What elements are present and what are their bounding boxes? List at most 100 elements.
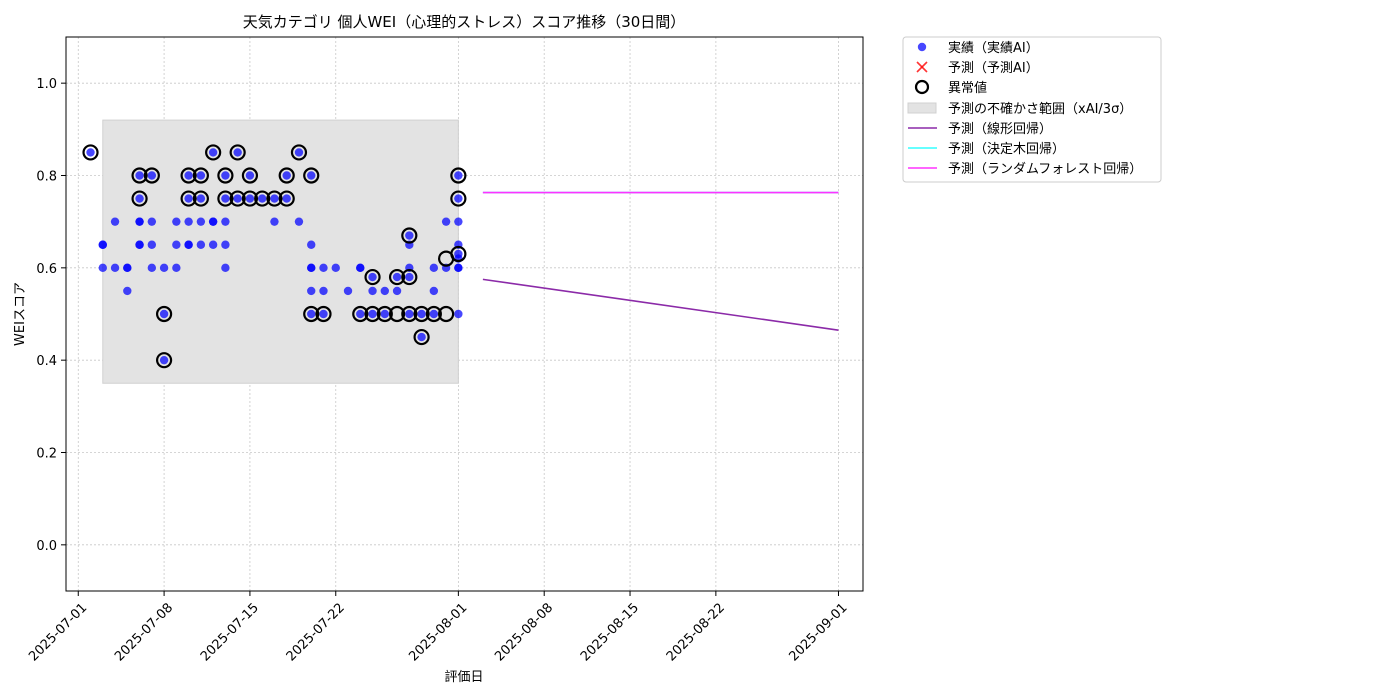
legend-marker-anomaly xyxy=(914,79,930,95)
actual-point xyxy=(282,194,291,203)
anomaly-marker xyxy=(450,167,467,184)
actual-point xyxy=(86,148,95,157)
anomaly-marker xyxy=(155,352,173,369)
actual-point xyxy=(282,171,291,180)
actual-point xyxy=(307,263,316,273)
x-tick-label: 2025-09-01 xyxy=(786,600,850,664)
anomaly-marker xyxy=(376,305,393,323)
actual-point xyxy=(405,272,414,282)
actual-point xyxy=(294,148,304,157)
anomaly-marker xyxy=(413,305,430,323)
chart-title: 天気カテゴリ 個人WEI（心理的ストレス）スコア推移（30日間） xyxy=(243,13,686,31)
actual-point xyxy=(172,240,181,249)
actual-point xyxy=(233,194,242,203)
x-tick-label: 2025-08-15 xyxy=(578,600,642,664)
actual-point xyxy=(417,309,426,319)
actual-point xyxy=(294,217,304,226)
uncertainty-band-rect xyxy=(102,119,459,384)
actual-point xyxy=(196,171,206,180)
actual-point xyxy=(135,217,144,226)
x-tick-label: 2025-07-08 xyxy=(112,600,176,664)
anomaly-marker xyxy=(413,328,430,346)
y-tick-label: 0.8 xyxy=(36,170,57,185)
actual-point xyxy=(184,171,193,180)
x-tick-label: 2025-07-22 xyxy=(284,600,348,664)
actual-point xyxy=(319,263,328,273)
anomaly-marker xyxy=(425,305,442,323)
forecast-line xyxy=(482,278,839,331)
actual-point xyxy=(123,286,132,296)
anomaly-marker xyxy=(131,190,148,207)
y-tick-label: 0.0 xyxy=(36,539,57,554)
anomaly-marker xyxy=(352,305,369,323)
actual-point xyxy=(184,217,193,226)
anomaly-marker xyxy=(205,144,222,161)
legend-label: 予測（ランダムフォレスト回帰） xyxy=(948,161,1142,177)
anomaly-marker xyxy=(217,167,234,184)
anomaly-marker xyxy=(438,305,455,323)
actual-point xyxy=(159,309,169,319)
actual-point xyxy=(208,148,218,157)
actual-point xyxy=(98,263,107,273)
anomaly-marker xyxy=(278,167,295,184)
actual-point xyxy=(368,272,377,282)
legend-label: 予測（線形回帰） xyxy=(948,121,1052,137)
actual-point xyxy=(441,217,451,226)
actual-point xyxy=(208,217,218,226)
x-tick-label: 2025-07-01 xyxy=(26,600,90,664)
actual-point xyxy=(233,148,242,157)
anomaly-marker xyxy=(450,245,467,263)
actual-point xyxy=(208,240,218,249)
anomaly-marker xyxy=(401,227,418,244)
legend-marker-forecast xyxy=(916,61,928,73)
actual-point xyxy=(429,309,439,319)
actual-point xyxy=(147,263,157,273)
anomaly-marker xyxy=(229,144,246,161)
actual-point xyxy=(307,171,316,180)
legend-label: 予測（決定木回帰） xyxy=(948,141,1065,157)
anomaly-marker xyxy=(303,167,320,184)
legend-label: 予測の不確かさ範囲（xAI/3σ） xyxy=(948,101,1132,117)
actual-point xyxy=(319,309,328,319)
anomaly-marker xyxy=(364,305,381,323)
actual-point xyxy=(392,272,402,282)
actual-point xyxy=(135,240,144,249)
actual-point xyxy=(135,194,144,203)
actual-point xyxy=(110,263,120,273)
actual-point xyxy=(123,263,132,273)
actual-point xyxy=(417,332,426,342)
anomaly-marker xyxy=(315,305,332,323)
actual-point xyxy=(454,249,463,259)
x-axis-ticks: 2025-07-01 2025-07-08 2025-07-15 2025-07-22… xyxy=(26,591,851,664)
actual-point xyxy=(245,194,255,203)
anomaly-marker xyxy=(401,305,418,323)
anomaly-marker xyxy=(278,190,295,207)
actual-point xyxy=(196,240,206,249)
actual-point xyxy=(454,171,463,180)
y-tick-label: 0.4 xyxy=(36,354,57,369)
actual-point xyxy=(368,286,377,296)
actual-point xyxy=(454,217,463,226)
y-tick-label: 0.6 xyxy=(36,262,57,277)
actual-point xyxy=(110,217,120,226)
actual-point xyxy=(221,263,230,273)
x-tick-label: 2025-07-15 xyxy=(198,600,262,664)
uncertainty-band xyxy=(102,119,459,384)
actual-point xyxy=(405,309,414,319)
actual-point xyxy=(196,194,206,203)
actual-point xyxy=(429,263,439,273)
anomaly-marker xyxy=(254,190,271,207)
actual-point xyxy=(221,194,230,203)
data-layer xyxy=(82,144,839,369)
anomaly-marker xyxy=(388,305,406,323)
actual-point xyxy=(454,263,463,273)
actual-point xyxy=(147,240,157,249)
actual-point xyxy=(368,309,377,319)
actual-point xyxy=(270,217,279,226)
actual-point xyxy=(380,286,389,296)
anomaly-marker xyxy=(155,305,173,323)
anomaly-marker xyxy=(131,167,148,184)
actual-point xyxy=(245,171,255,180)
